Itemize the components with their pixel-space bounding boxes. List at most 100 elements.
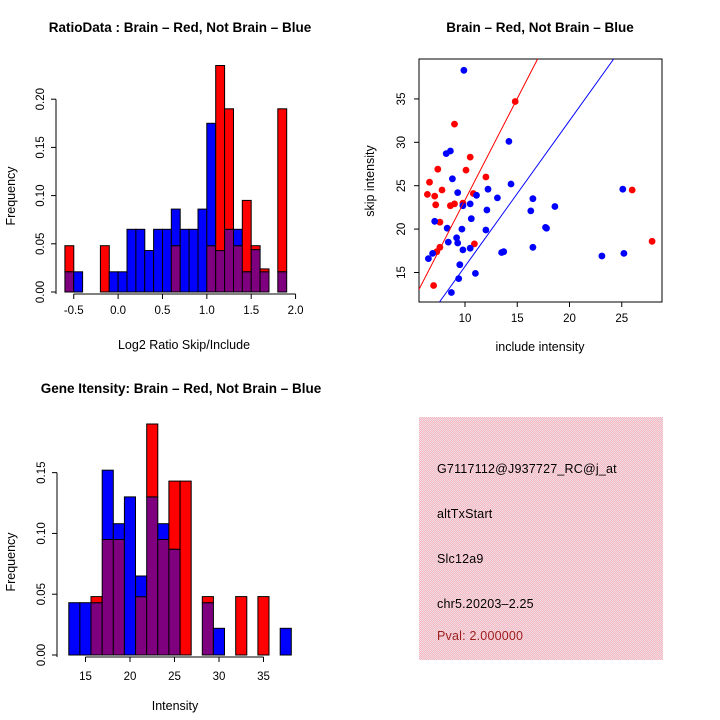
- x-tick-label: 1.0: [199, 305, 215, 317]
- x-axis-label: include intensity: [496, 340, 586, 354]
- probe-id-text: G7117112@J937727_RC@j_at: [437, 462, 617, 476]
- scatter-point-blue: [447, 147, 454, 155]
- scatter-point-red: [426, 178, 433, 186]
- pval-text: Pval: 2.000000: [437, 629, 524, 643]
- hist-bar-red: [146, 423, 159, 498]
- scatter-point-red: [424, 191, 431, 198]
- y-tick-label: 0.15: [35, 136, 47, 158]
- y-tick-label: 0.05: [36, 583, 48, 605]
- y-tick-label: 20: [396, 223, 408, 236]
- scatter-point-blue: [458, 225, 466, 233]
- scatter-point-blue: [551, 203, 559, 210]
- hist-bar-red: [179, 480, 192, 656]
- scatter-point-blue: [453, 234, 460, 242]
- scatter-point-red: [436, 218, 444, 226]
- hist-bar-blue: [197, 208, 208, 293]
- y-tick-label: 0.10: [36, 522, 48, 544]
- plot-area: -0.5 0.0 0.5 1.0 1.5 2.0 0.00 0.05 0.10 0.15 0.20: [35, 65, 304, 317]
- hist-bar-purple: [259, 271, 270, 293]
- hist-bar-blue: [170, 208, 181, 247]
- scatter-point-blue: [494, 194, 501, 202]
- scatter-point-blue: [454, 189, 462, 197]
- hist-bar-blue: [126, 228, 137, 293]
- hist-bar-purple: [233, 245, 243, 293]
- hist-bar-blue: [157, 523, 170, 540]
- hist-bar-blue: [162, 228, 172, 293]
- scatter-point-blue: [467, 215, 475, 223]
- x-tick-label: 1.5: [243, 305, 259, 317]
- scatter-point-blue: [466, 200, 474, 208]
- scatter-point-blue: [527, 207, 535, 215]
- scatter-point-blue: [449, 175, 456, 183]
- hist-bar-red: [250, 245, 261, 251]
- scatter-point-blue: [483, 206, 491, 214]
- x-tick-label: 15: [511, 313, 524, 325]
- scatter-point-blue: [505, 138, 513, 145]
- scatter-point-red: [628, 186, 636, 194]
- scatter-point-blue: [500, 248, 508, 256]
- hist-bar-blue: [135, 228, 146, 293]
- fit-line-red: [418, 58, 539, 290]
- hist-bar-red: [90, 596, 103, 604]
- y-axis-label: Frequency: [4, 166, 18, 226]
- y-axis-label: skip intensity: [363, 144, 377, 216]
- hist-bar-red: [241, 199, 252, 273]
- gene-info-box: G7117112@J937727_RC@j_at altTxStart Slc1…: [419, 417, 663, 660]
- x-tick-label: 20: [563, 313, 576, 325]
- scatter-point-blue: [459, 246, 467, 254]
- gene-info-panel: G7117112@J937727_RC@j_at altTxStart Slc1…: [360, 360, 720, 720]
- scatter-point-red: [451, 120, 458, 128]
- x-tick-label: 30: [213, 671, 226, 683]
- x-tick-label: 25: [615, 313, 628, 325]
- event-type-text: altTxStart: [437, 507, 493, 521]
- hist-bar-purple: [146, 496, 159, 656]
- hist-bar-red: [99, 245, 110, 293]
- x-tick-label: 20: [124, 671, 137, 683]
- hist-bar-blue: [108, 271, 119, 293]
- scatter-point-red: [466, 153, 474, 161]
- hist-bar-purple: [201, 602, 214, 656]
- hist-bar-purple: [90, 602, 103, 656]
- scatter-point-red: [438, 186, 446, 194]
- scatter-point-red: [482, 173, 490, 181]
- scatter-point-blue: [507, 180, 515, 188]
- scatter-point-blue: [473, 191, 480, 199]
- scatter-point-blue: [529, 195, 537, 203]
- scatter-point-blue: [460, 66, 468, 74]
- hist-bar-red: [257, 596, 270, 656]
- scatter-point-blue: [431, 217, 439, 225]
- scatter-panel: Brain – Red, Not Brain – Blue include in…: [360, 0, 720, 360]
- x-tick-label: 0.5: [154, 305, 170, 317]
- hist-bar-blue: [112, 523, 125, 540]
- hist-bar-red: [168, 480, 181, 550]
- scatter-point-blue: [543, 224, 550, 232]
- chart-title: Brain – Red, Not Brain – Blue: [446, 20, 634, 35]
- scatter-point-blue: [429, 250, 436, 257]
- scatter-point-red: [462, 166, 470, 174]
- ratio-histogram-chart: RatioData : Brain – Red, Not Brain – Blu…: [4, 20, 312, 352]
- ratio-histogram-panel: RatioData : Brain – Red, Not Brain – Blu…: [0, 0, 360, 360]
- hist-bar-blue: [117, 271, 128, 293]
- chart-title: RatioData : Brain – Red, Not Brain – Blu…: [49, 20, 312, 35]
- scatter-point-blue: [466, 244, 474, 252]
- locus-text: chr5.20203–2.25: [437, 597, 534, 611]
- x-tick-label: 10: [459, 313, 472, 325]
- hist-bar-blue: [212, 627, 225, 656]
- x-tick-label: 2.0: [288, 305, 304, 317]
- scatter-point-blue: [619, 185, 627, 193]
- y-tick-label: 35: [396, 93, 408, 106]
- scatter-point-blue: [482, 226, 490, 234]
- hist-bar-red: [64, 245, 75, 273]
- hist-bar-blue: [73, 271, 84, 293]
- hist-bar-purple: [168, 548, 181, 656]
- x-axis-label: Intensity: [152, 699, 199, 713]
- scatter-point-blue: [443, 224, 451, 232]
- fit-line-blue: [439, 58, 615, 303]
- hist-bar-purple: [101, 539, 114, 656]
- hist-bar-purple: [157, 539, 170, 656]
- hist-bar-red: [277, 108, 288, 273]
- scatter-point-red: [451, 200, 458, 208]
- hist-bar-blue: [179, 228, 190, 293]
- hist-bar-blue: [123, 496, 137, 656]
- hist-bar-purple: [64, 271, 75, 293]
